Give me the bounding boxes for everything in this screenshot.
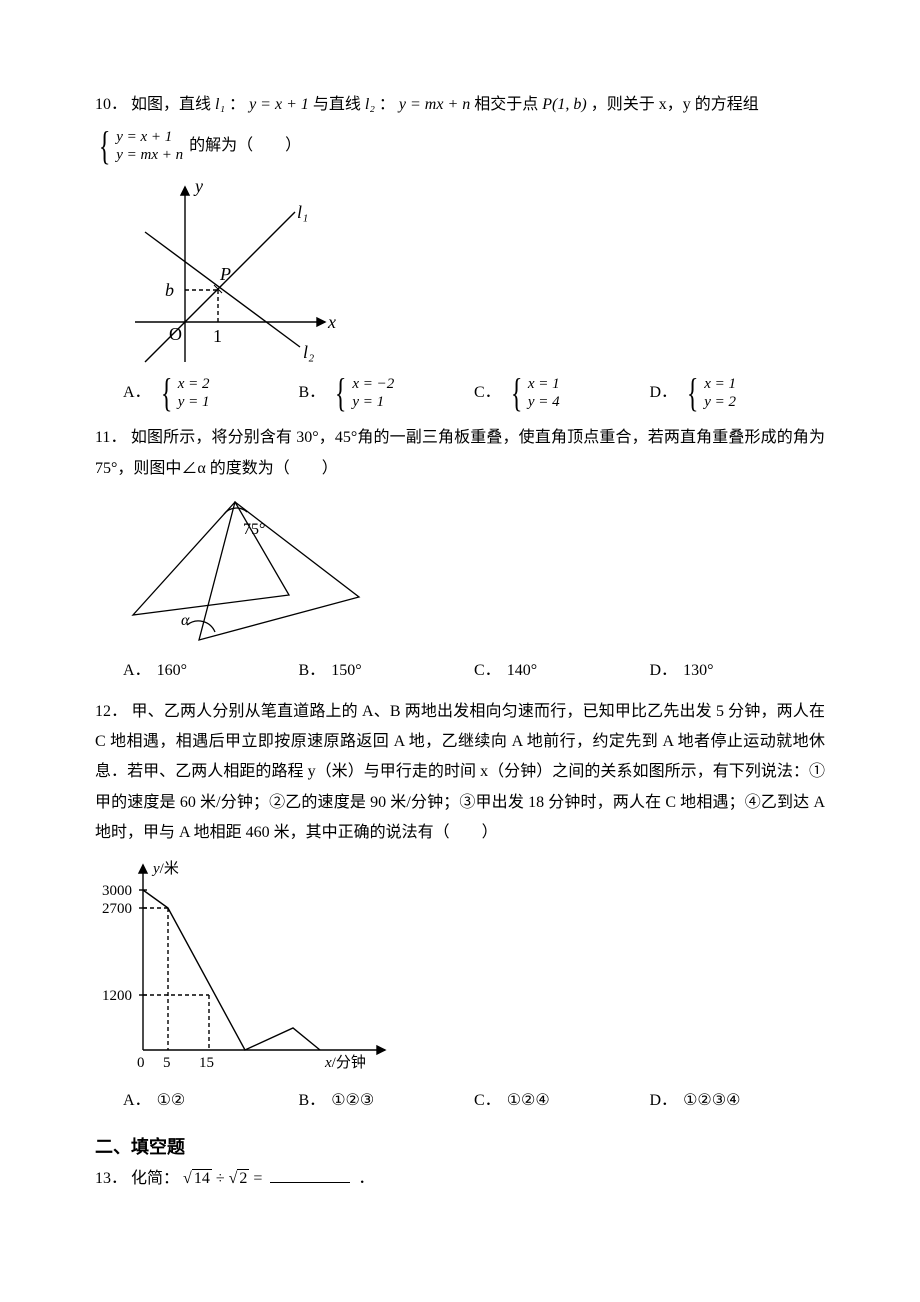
svg-text:1: 1 <box>213 326 222 346</box>
q11-svg: 75° α <box>125 490 375 650</box>
sqrt-2: 2 <box>229 1164 250 1194</box>
section-2-heading: 二、填空题 <box>95 1130 825 1164</box>
svg-text:b: b <box>165 280 174 300</box>
q12-opt-C[interactable]: C．①②④ <box>474 1086 650 1116</box>
svg-text:l₂: l₂ <box>303 342 314 362</box>
q11-number: 11． <box>95 429 127 446</box>
svg-text:O: O <box>169 324 182 344</box>
q12-options: A．①② B．①②③ C．①②④ D．①②③④ <box>95 1086 825 1116</box>
svg-text:75°: 75° <box>243 521 265 538</box>
svg-text:α: α <box>181 612 190 629</box>
q12-opt-A[interactable]: A．①② <box>123 1086 299 1116</box>
q10-stem: 10． 如图，直线 l₁ ： y = x + 1 与直线 l₂ ： y = mx… <box>95 90 825 120</box>
svg-text:y: y <box>193 176 203 196</box>
svg-text:l₁: l₁ <box>297 202 308 222</box>
q10-number: 10． <box>95 96 127 113</box>
q13-number: 13． <box>95 1170 127 1187</box>
svg-text:15: 15 <box>199 1055 214 1071</box>
svg-text:2700: 2700 <box>102 901 132 917</box>
q11-opt-D[interactable]: D．130° <box>650 656 826 686</box>
q10-opt-D[interactable]: D． { x = 1y = 2 <box>650 373 826 413</box>
svg-text:3000: 3000 <box>102 883 132 899</box>
q11-opt-B[interactable]: B．150° <box>299 656 475 686</box>
svg-text:x/分钟: x/分钟 <box>324 1054 366 1071</box>
svg-text:5: 5 <box>163 1055 171 1071</box>
q12-opt-B[interactable]: B．①②③ <box>299 1086 475 1116</box>
svg-text:y/米: y/米 <box>151 860 179 877</box>
q12-figure: 3000 2700 1200 0 5 15 y/米 x/分钟 <box>95 855 825 1080</box>
q12-opt-D[interactable]: D．①②③④ <box>650 1086 826 1116</box>
q12-stem: 12． 甲、乙两人分别从笔直道路上的 A、B 两地出发相向匀速而行，已知甲比乙先… <box>95 697 825 849</box>
svg-text:1200: 1200 <box>102 988 132 1004</box>
svg-text:P: P <box>219 264 231 284</box>
q11-stem: 11． 如图所示，将分别含有 30°，45°角的一副三角板重叠，使直角顶点重合，… <box>95 423 825 484</box>
sqrt-14: 14 <box>183 1164 212 1194</box>
q11-opt-C[interactable]: C．140° <box>474 656 650 686</box>
q11-figure: 75° α <box>125 490 825 650</box>
q11-options: A．160° B．150° C．140° D．130° <box>95 656 825 686</box>
q10-svg: y x O 1 b P l₁ l₂ <box>125 172 345 367</box>
q11-opt-A[interactable]: A．160° <box>123 656 299 686</box>
q10-opt-A[interactable]: A． { x = 2y = 1 <box>123 373 299 413</box>
q10-opt-C[interactable]: C． { x = 1y = 4 <box>474 373 650 413</box>
q10-figure: y x O 1 b P l₁ l₂ <box>125 172 825 367</box>
q10-options: A． { x = 2y = 1 B． { x = −2y = 1 C． { x … <box>95 373 825 413</box>
q12-svg: 3000 2700 1200 0 5 15 y/米 x/分钟 <box>95 855 405 1080</box>
q12-number: 12． <box>95 703 127 720</box>
svg-text:0: 0 <box>137 1055 145 1071</box>
q10-opt-B[interactable]: B． { x = −2y = 1 <box>299 373 475 413</box>
q13-blank[interactable] <box>270 1167 350 1183</box>
q13-stem: 13． 化简： 14 ÷ 2 = ． <box>95 1164 825 1194</box>
q10-system: { y = x + 1 y = mx + n 的解为（ ） <box>95 126 825 166</box>
svg-text:x: x <box>327 312 336 332</box>
